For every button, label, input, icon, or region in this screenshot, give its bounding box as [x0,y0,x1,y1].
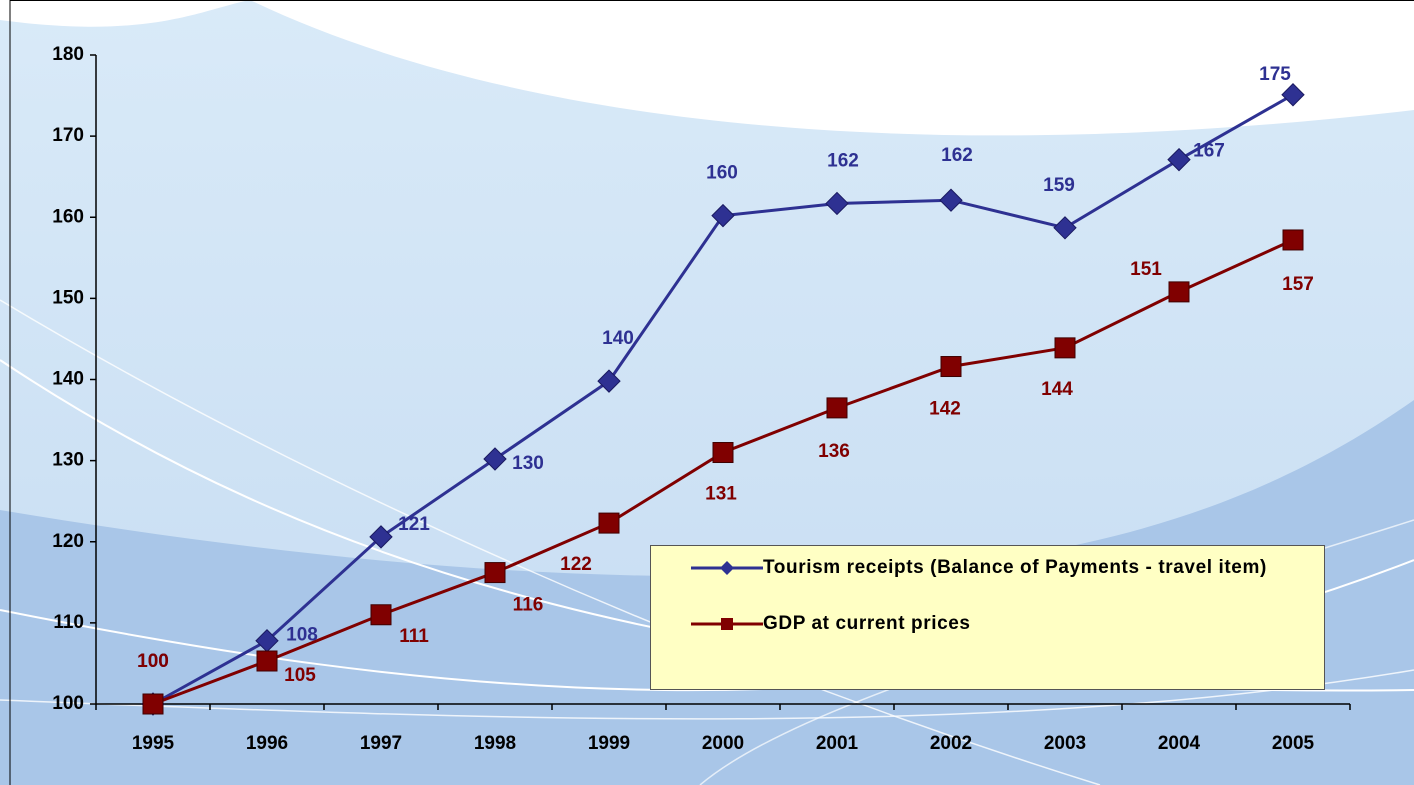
background-curve [0,299,1101,785]
marker [1281,83,1305,107]
marker [825,191,849,216]
marker [712,442,734,464]
x-tick-label: 1996 [246,733,288,754]
marker [483,447,507,471]
data-label: 122 [560,554,592,575]
data-label: 121 [398,514,430,535]
x-tick-label: 2002 [930,733,972,754]
legend-entry: GDP at current prices [691,610,1303,637]
x-tick-label: 1997 [360,733,402,754]
legend-key [691,561,763,575]
marker [256,650,278,672]
marker [1282,229,1304,251]
marker [370,604,392,626]
background-highlight [250,0,1414,136]
data-label: 175 [1259,64,1291,85]
marker [1054,337,1076,359]
marker [484,562,506,584]
legend-label: GDP at current prices [763,613,971,634]
legend-label: Tourism receipts (Balance of Payments - … [763,557,1267,578]
data-label: 151 [1130,259,1162,280]
background-highlight [0,0,250,27]
data-label: 159 [1043,175,1075,196]
data-label: 111 [399,626,429,647]
x-tick-label: 2003 [1044,733,1086,754]
x-tick-label: 2001 [816,733,859,754]
y-tick-label: 110 [53,612,84,633]
y-tick-label: 170 [52,125,84,146]
y-tick-label: 180 [52,44,84,65]
legend: Tourism receipts (Balance of Payments - … [650,545,1325,690]
data-label: 140 [602,328,634,349]
y-tick-label: 100 [52,693,84,714]
data-label: 136 [818,441,850,462]
data-label: 167 [1193,141,1225,162]
x-tick-label: 1999 [588,733,630,754]
marker [1168,281,1190,303]
legend-marker [721,618,733,630]
x-tick-label: 2000 [702,733,744,754]
legend-entry: Tourism receipts (Balance of Payments - … [691,554,1303,581]
data-label: 100 [137,651,169,672]
x-tick-label: 2004 [1158,733,1201,754]
legend-marker [720,561,734,575]
legend-key [691,618,763,630]
x-tick-label: 1998 [474,733,516,754]
data-label: 144 [1041,379,1073,400]
data-label: 160 [706,163,738,184]
data-label: 100 [137,651,169,672]
data-label: 105 [284,665,316,686]
data-label: 157 [1282,274,1314,295]
marker [939,188,963,212]
marker [142,693,164,715]
data-label: 130 [512,453,544,474]
marker [1053,216,1077,240]
y-tick-label: 150 [52,287,84,308]
data-label: 108 [286,625,318,646]
background-curve [0,669,1414,720]
y-tick-label: 120 [52,531,84,552]
data-label: 162 [941,145,973,166]
data-label: 116 [513,595,544,616]
data-label: 162 [827,150,859,171]
y-tick-label: 130 [52,450,84,471]
y-tick-label: 140 [52,369,84,390]
marker [1167,147,1191,172]
marker [711,203,735,228]
x-tick-label: 2005 [1272,733,1315,754]
marker [826,397,848,419]
marker [940,356,962,378]
data-label: 142 [929,399,961,420]
y-tick-label: 160 [52,206,84,227]
x-tick-label: 1995 [132,733,175,754]
marker [597,369,621,393]
marker [598,512,620,534]
marker [369,525,393,549]
data-label: 131 [705,484,737,505]
